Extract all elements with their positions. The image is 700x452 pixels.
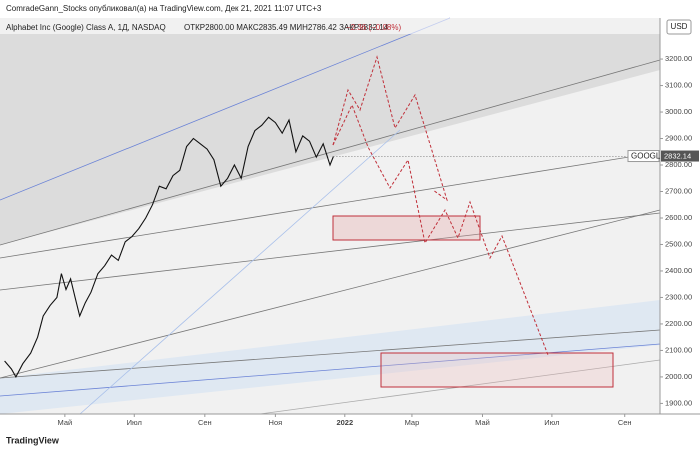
x-tick-label: Июл <box>544 418 559 427</box>
y-tick-label: 3000.00 <box>665 107 692 116</box>
ticker: GOOGL <box>631 152 661 161</box>
axes: 1900.00 2000.00 2100.00 2200.00 2300.00 2400.… <box>58 54 693 427</box>
x-tick-label: Май <box>475 418 490 427</box>
footer: TradingView <box>6 435 60 445</box>
y-tick-label: 3100.00 <box>665 81 692 90</box>
trend-line <box>0 59 661 246</box>
x-tick-label: Июл <box>127 418 142 427</box>
trend-line <box>0 17 451 201</box>
price-line <box>4 116 334 379</box>
channel-fill-blue <box>0 300 660 414</box>
trend-line <box>0 151 661 259</box>
y-tick-label: 2200.00 <box>665 319 692 328</box>
trend-line <box>0 212 661 291</box>
target-zone <box>380 352 614 388</box>
y-tick-label: 2100.00 <box>665 345 692 354</box>
y-tick-label: 2300.00 <box>665 292 692 301</box>
y-tick-label: 2600.00 <box>665 213 692 222</box>
x-tick-label: Мар <box>405 418 420 427</box>
y-tick-label: 2400.00 <box>665 266 692 275</box>
legend-bg <box>0 18 700 34</box>
x-tick-label: Ноя <box>269 418 283 427</box>
price-tag <box>661 150 699 162</box>
x-tick-label: Май <box>58 418 73 427</box>
change: −2.36 (−0.08%) <box>346 23 401 32</box>
y-tick-label: 2800.00 <box>665 160 692 169</box>
target-zone <box>332 215 481 241</box>
y-tick-label: 3200.00 <box>665 54 692 63</box>
last-price: 2832.14 <box>664 152 691 161</box>
trend-line <box>0 329 661 379</box>
trend-line <box>79 129 401 415</box>
x-tick-label: Сен <box>618 418 632 427</box>
currency-box <box>666 19 692 35</box>
y-tick-label: 2000.00 <box>665 372 692 381</box>
projection <box>332 55 448 202</box>
ticker-tag <box>627 150 660 163</box>
ohlc: ОТКР2800.00 МАКС2835.49 МИН2786.42 ЗАКР2… <box>184 23 389 32</box>
currency: USD <box>671 22 688 31</box>
projection <box>332 103 549 356</box>
y-tick-label: 1900.00 <box>665 398 692 407</box>
y-tick-label: 2700.00 <box>665 186 692 195</box>
x-tick-label: 2022 <box>336 418 353 427</box>
publisher: ComradeGann_Stocks опубликовал(а) на Tra… <box>6 4 322 13</box>
trend-line <box>0 209 661 379</box>
y-tick-label: 2500.00 <box>665 239 692 248</box>
x-tick-label: Сен <box>198 418 212 427</box>
symbol: Alphabet Inc (Google) Class A, 1Д, NASDA… <box>6 23 166 32</box>
y-tick-label: 2900.00 <box>665 134 692 143</box>
